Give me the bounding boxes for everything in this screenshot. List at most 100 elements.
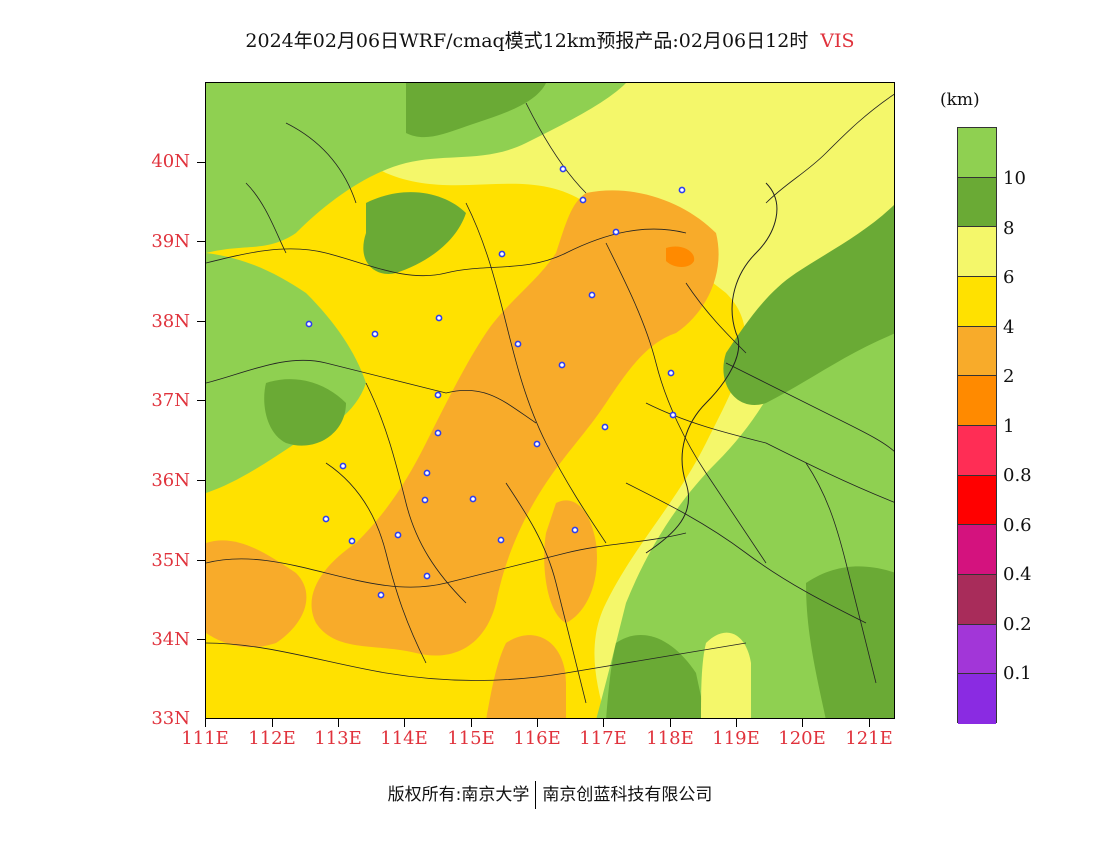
lon-label-112e: 112E [248,728,296,749]
lon-tick [603,719,604,727]
color-legend [957,127,997,724]
station-marker [423,469,431,477]
legend-swatch [958,376,996,426]
lat-label-33n: 33N [151,708,190,729]
station-marker [669,411,677,419]
station-marker [588,291,596,299]
legend-label: 4 [1003,317,1015,338]
legend-swatch [958,326,996,377]
lat-tick [197,400,205,401]
darkgreen-zone-south [606,634,706,718]
copyright-footer: 版权所有:南京大学 南京创蓝科技有限公司 [0,780,1100,809]
station-marker [305,320,313,328]
legend-unit: (km) [940,90,980,110]
lon-label-113e: 113E [314,728,362,749]
copyright-right: 南京创蓝科技有限公司 [542,785,713,805]
lon-tick [404,719,405,727]
legend-label: 0.6 [1003,515,1032,536]
legend-label: 1 [1003,416,1015,437]
lon-label-119e: 119E [712,728,760,749]
lon-tick [272,719,273,727]
lat-tick [197,321,205,322]
legend-swatch [958,624,996,675]
legend-label: 10 [1003,168,1026,189]
visibility-map [206,83,894,718]
darkgreen-zone-north [406,83,546,138]
lon-tick [338,719,339,727]
lon-label-114e: 114E [380,728,428,749]
orange-zone-south [486,635,566,718]
copyright-left: 版权所有:南京大学 [387,785,530,805]
lon-label-115e: 115E [447,728,495,749]
lon-tick [802,719,803,727]
map-title: 2024年02月06日WRF/cmaq模式12km预报产品:02月06日12时 V… [0,26,1100,53]
lon-tick [537,719,538,727]
title-text: 2024年02月06日WRF/cmaq模式12km预报产品:02月06日12时 [245,30,809,52]
dark-orange-spot [666,246,695,267]
station-marker [514,340,522,348]
lon-tick [869,719,870,727]
lon-label-111e: 111E [181,728,229,749]
lat-tick [197,162,205,163]
legend-swatch [958,525,996,575]
lon-tick [471,719,472,727]
yellow-zone-southeast [701,632,751,718]
station-marker [434,391,442,399]
darkgreen-zone-taihang [363,192,466,274]
station-marker [348,537,356,545]
lat-label-40n: 40N [151,151,190,172]
station-marker [571,526,579,534]
station-marker [558,361,566,369]
station-marker [498,250,506,258]
station-marker [579,196,587,204]
darkgreen-zone-west [264,379,346,446]
legend-label: 0.8 [1003,465,1032,486]
legend-label: 6 [1003,267,1015,288]
legend-swatch [958,425,996,476]
orange-zone-west [206,540,307,648]
lon-tick [670,719,671,727]
station-marker [423,572,431,580]
lon-tick [205,719,206,727]
station-marker [322,515,330,523]
station-markers [305,165,686,599]
lat-tick [197,560,205,561]
lat-tick [197,480,205,481]
title-variable: VIS [820,30,855,52]
legend-label: 2 [1003,366,1015,387]
lat-label-37n: 37N [151,390,190,411]
darkgreen-zone-coast [723,204,894,405]
lat-label-35n: 35N [151,550,190,571]
legend-swatch [958,475,996,526]
lon-tick [736,719,737,727]
legend-label: 0.2 [1003,614,1032,635]
legend-label: 8 [1003,218,1015,239]
station-marker [421,496,429,504]
lat-label-36n: 36N [151,470,190,491]
legend-label: 0.4 [1003,564,1032,585]
station-marker [469,495,477,503]
lon-label-120e: 120E [778,728,826,749]
legend-swatch [958,128,996,178]
station-marker [667,369,675,377]
legend-swatch [958,177,996,228]
station-marker [601,423,609,431]
lon-label-116e: 116E [513,728,561,749]
station-marker [678,186,686,194]
lat-label-38n: 38N [151,311,190,332]
legend-swatch [958,674,996,724]
map-panel [205,82,895,719]
legend-swatch [958,227,996,277]
station-marker [497,536,505,544]
green-zone-north [206,83,626,253]
lat-label-34n: 34N [151,629,190,650]
station-marker [533,440,541,448]
orange-zone-central [311,190,719,656]
station-marker [434,429,442,437]
station-marker [559,165,567,173]
station-marker [377,591,385,599]
legend-label: 0.1 [1003,663,1032,684]
copyright-separator [535,781,537,809]
green-zone-west [206,253,366,493]
legend-swatch [958,574,996,625]
